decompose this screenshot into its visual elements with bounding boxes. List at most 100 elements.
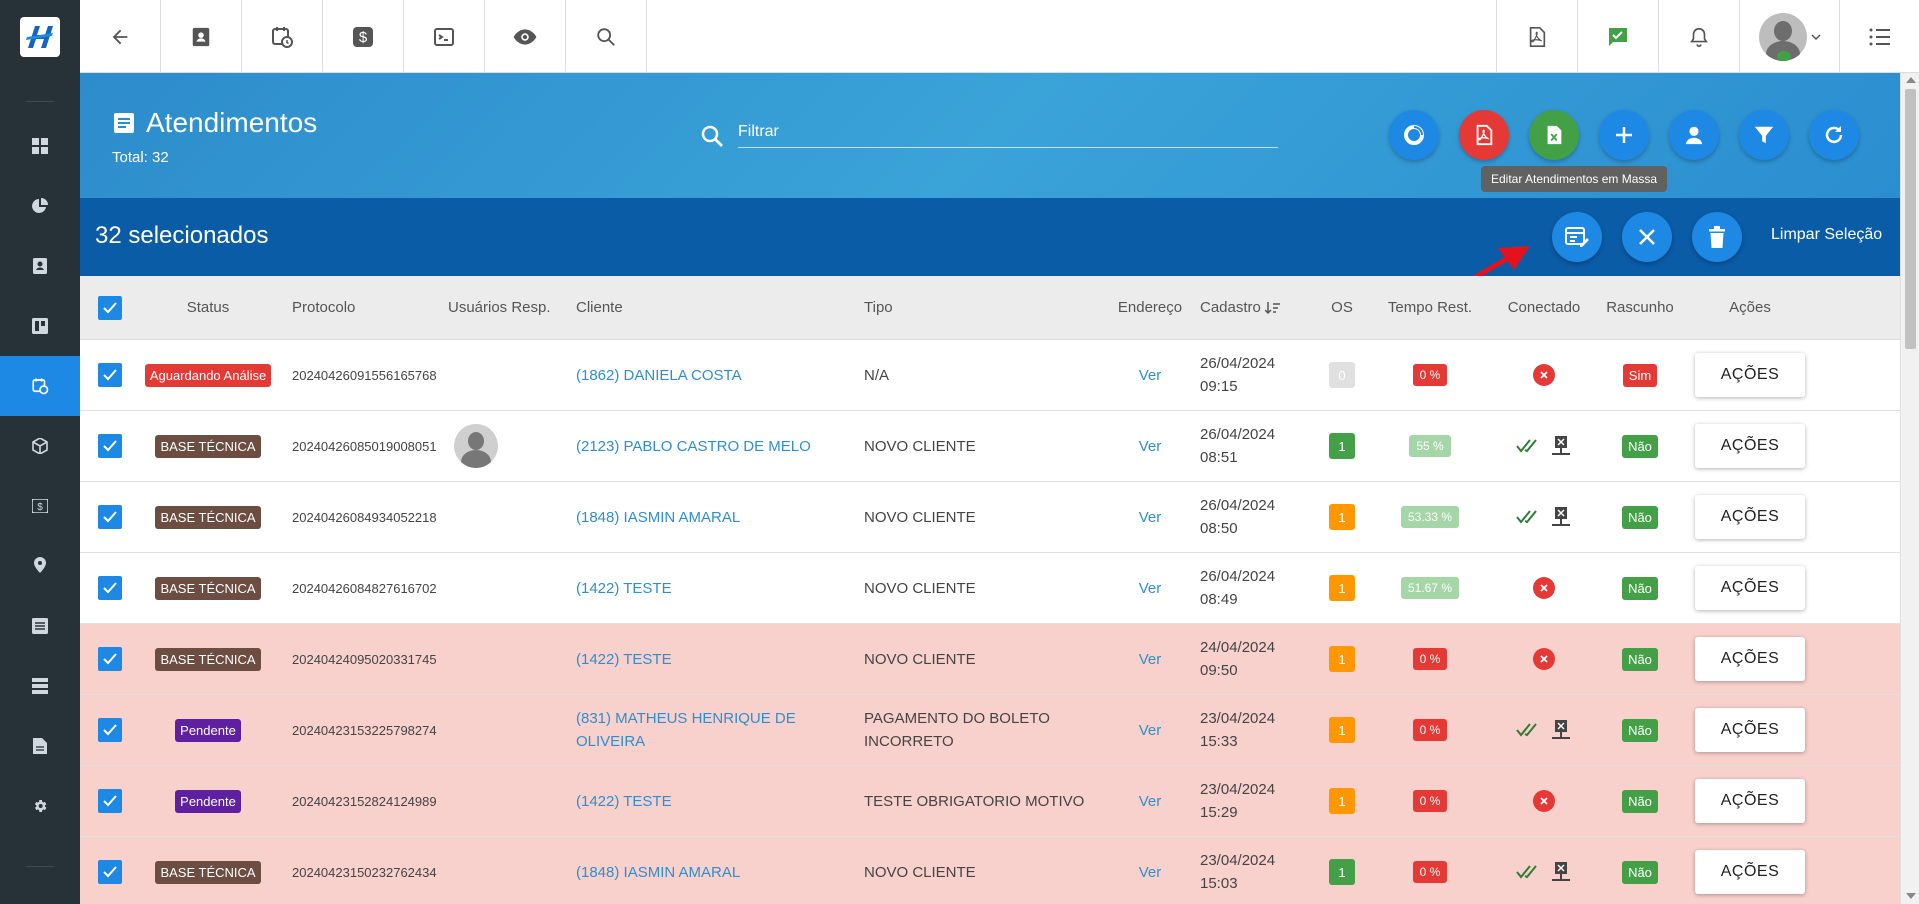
table-row[interactable]: BASE TÉCNICA 20240426085019008051 (2123)… xyxy=(80,411,1900,482)
col-protocolo[interactable]: Protocolo xyxy=(292,299,356,316)
rascunho-badge: Não xyxy=(1622,505,1658,529)
client-link[interactable]: (1422) TESTE xyxy=(576,650,672,668)
client-link[interactable]: (2123) PABLO CASTRO DE MELO xyxy=(576,437,811,455)
row-checkbox[interactable] xyxy=(98,505,122,529)
actions-button[interactable]: AÇÕES xyxy=(1695,708,1805,752)
scroll-up-icon[interactable] xyxy=(1906,77,1916,83)
actions-button[interactable]: AÇÕES xyxy=(1695,637,1805,681)
contacts-button[interactable] xyxy=(161,0,242,73)
table-row[interactable]: BASE TÉCNICA 20240424095020331745 (1422)… xyxy=(80,624,1900,695)
row-checkbox[interactable] xyxy=(98,363,122,387)
sidebar-item-dashboard[interactable] xyxy=(0,116,80,176)
col-endereco[interactable]: Endereço xyxy=(1117,299,1183,316)
actions-button[interactable]: AÇÕES xyxy=(1695,850,1805,894)
address-link[interactable]: Ver xyxy=(1138,650,1162,668)
table-row[interactable]: BASE TÉCNICA 20240426084827616702 (1422)… xyxy=(80,553,1900,624)
sidebar-item-reports[interactable] xyxy=(0,176,80,236)
cancel-selection-button[interactable] xyxy=(1622,212,1672,262)
actions-button[interactable]: AÇÕES xyxy=(1695,779,1805,823)
col-cadastro[interactable]: Cadastro xyxy=(1182,296,1312,319)
rascunho-badge: Sim xyxy=(1622,363,1658,387)
user-menu[interactable] xyxy=(1739,0,1839,73)
col-rascunho[interactable]: Rascunho xyxy=(1606,299,1674,316)
terminal-button[interactable] xyxy=(404,0,485,73)
finance-button[interactable]: $ xyxy=(323,0,404,73)
sidebar-item-servers[interactable] xyxy=(0,656,80,716)
actions-button[interactable]: AÇÕES xyxy=(1695,424,1805,468)
refresh-button[interactable] xyxy=(1809,110,1859,160)
col-tipo[interactable]: Tipo xyxy=(864,299,893,316)
sidebar-item-documents[interactable] xyxy=(0,596,80,656)
check-icon xyxy=(103,511,117,523)
address-link[interactable]: Ver xyxy=(1138,366,1162,384)
messages-button[interactable] xyxy=(1577,0,1658,73)
col-cliente[interactable]: Cliente xyxy=(576,299,623,316)
logo-area[interactable] xyxy=(0,0,80,73)
address-link[interactable]: Ver xyxy=(1138,792,1162,810)
table-row[interactable]: BASE TÉCNICA 20240423150232762434 (1848)… xyxy=(80,837,1900,904)
actions-button[interactable]: AÇÕES xyxy=(1695,566,1805,610)
pdf-button[interactable] xyxy=(1496,0,1577,73)
sidebar-item-finance[interactable]: $ xyxy=(0,476,80,536)
filter-button[interactable] xyxy=(1739,110,1789,160)
table-row[interactable]: Pendente 20240423153225798274 (831) MATH… xyxy=(80,695,1900,766)
row-checkbox[interactable] xyxy=(98,576,122,600)
filter-input[interactable]: Filtrar xyxy=(738,123,1278,148)
chart-button[interactable] xyxy=(1389,110,1439,160)
header-actions xyxy=(1389,110,1859,160)
table-row[interactable]: BASE TÉCNICA 20240426084934052218 (1848)… xyxy=(80,482,1900,553)
back-button[interactable] xyxy=(80,0,161,73)
view-button[interactable] xyxy=(485,0,566,73)
scrollbar-thumb[interactable] xyxy=(1905,89,1916,349)
client-link[interactable]: (1422) TESTE xyxy=(576,579,672,597)
client-link[interactable]: (1848) IASMIN AMARAL xyxy=(576,863,741,881)
col-conectado[interactable]: Conectado xyxy=(1507,299,1581,316)
actions-button[interactable]: AÇÕES xyxy=(1695,495,1805,539)
delete-selection-button[interactable] xyxy=(1692,212,1742,262)
select-all-checkbox[interactable] xyxy=(98,295,122,320)
atendimentos-table: Status Protocolo Usuários Resp. Cliente … xyxy=(80,276,1900,904)
client-link[interactable]: (1862) DANIELA COSTA xyxy=(576,366,742,384)
row-checkbox[interactable] xyxy=(98,718,122,742)
menu-button[interactable] xyxy=(1839,0,1919,73)
user-filter-button[interactable] xyxy=(1669,110,1719,160)
client-link[interactable]: (831) MATHEUS HENRIQUE DE OLIVEIRA xyxy=(576,710,796,750)
sidebar-item-maps[interactable] xyxy=(0,536,80,596)
sidebar-item-products[interactable] xyxy=(0,416,80,476)
col-usuarios[interactable]: Usuários Resp. xyxy=(448,299,551,316)
table-row[interactable]: Aguardando Análise 20240426091556165768 … xyxy=(80,340,1900,411)
client-link[interactable]: (1848) IASMIN AMARAL xyxy=(576,508,741,526)
client-link[interactable]: (1422) TESTE xyxy=(576,792,672,810)
search-button[interactable] xyxy=(566,0,647,73)
row-checkbox[interactable] xyxy=(98,789,122,813)
sidebar-item-files[interactable] xyxy=(0,716,80,776)
sidebar-item-clients[interactable] xyxy=(0,236,80,296)
sidebar-item-board[interactable] xyxy=(0,296,80,356)
notifications-button[interactable] xyxy=(1658,0,1739,73)
sidebar-item-atendimentos[interactable] xyxy=(0,356,80,416)
sidebar-item-settings[interactable] xyxy=(0,776,80,836)
address-link[interactable]: Ver xyxy=(1138,508,1162,526)
bulk-edit-button[interactable] xyxy=(1552,212,1602,262)
clear-selection-link[interactable]: Limpar Seleção xyxy=(1771,226,1883,243)
row-checkbox[interactable] xyxy=(98,434,122,458)
col-tempo[interactable]: Tempo Rest. xyxy=(1387,299,1473,316)
col-os[interactable]: OS xyxy=(1331,299,1353,316)
export-pdf-button[interactable] xyxy=(1459,110,1509,160)
address-link[interactable]: Ver xyxy=(1138,863,1162,881)
double-check-icon xyxy=(1516,439,1537,453)
row-checkbox[interactable] xyxy=(98,647,122,671)
address-link[interactable]: Ver xyxy=(1138,437,1162,455)
address-link[interactable]: Ver xyxy=(1138,579,1162,597)
add-button[interactable] xyxy=(1599,110,1649,160)
actions-button[interactable]: AÇÕES xyxy=(1695,353,1805,397)
address-link[interactable]: Ver xyxy=(1138,721,1162,739)
export-excel-button[interactable] xyxy=(1529,110,1579,160)
schedule-button[interactable] xyxy=(242,0,323,73)
row-checkbox[interactable] xyxy=(98,860,122,884)
table-row[interactable]: Pendente 20240423152824124989 (1422) TES… xyxy=(80,766,1900,837)
col-status[interactable]: Status xyxy=(186,299,230,316)
search-icon xyxy=(701,125,723,147)
scroll-down-icon[interactable] xyxy=(1906,893,1916,899)
vertical-scrollbar[interactable] xyxy=(1900,73,1919,904)
